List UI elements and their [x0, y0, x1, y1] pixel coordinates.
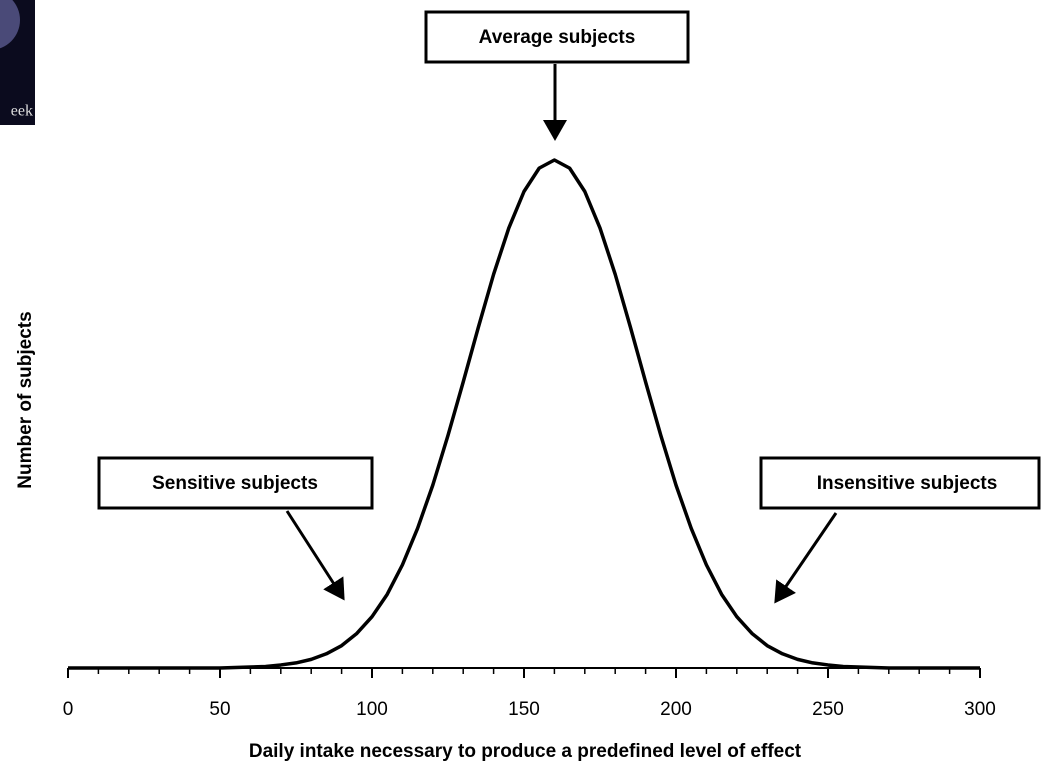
x-tick-label: 50	[209, 699, 230, 720]
annotation: Sensitive subjects	[152, 473, 318, 494]
x-axis-label: Daily intake necessary to produce a pred…	[249, 741, 802, 762]
x-tick-label: 200	[660, 699, 692, 720]
x-tick-label: 150	[508, 699, 540, 720]
x-tick-label: 0	[63, 699, 74, 720]
annotation: Insensitive subjects	[817, 473, 998, 494]
x-tick-label: 250	[812, 699, 844, 720]
annotation-box	[424, 10, 690, 64]
x-tick-label: 100	[356, 699, 388, 720]
logo-graphic	[0, 0, 20, 49]
arrow	[285, 510, 345, 601]
x-tick-label: 300	[964, 699, 996, 720]
annotation-box	[759, 456, 1041, 510]
annotation-box	[97, 456, 374, 510]
arrow	[774, 512, 838, 604]
annotation: Average subjects	[479, 27, 636, 48]
y-axis-label: Number of subjects	[15, 311, 36, 488]
logo-text: eek	[11, 103, 33, 120]
curve	[68, 158, 980, 670]
